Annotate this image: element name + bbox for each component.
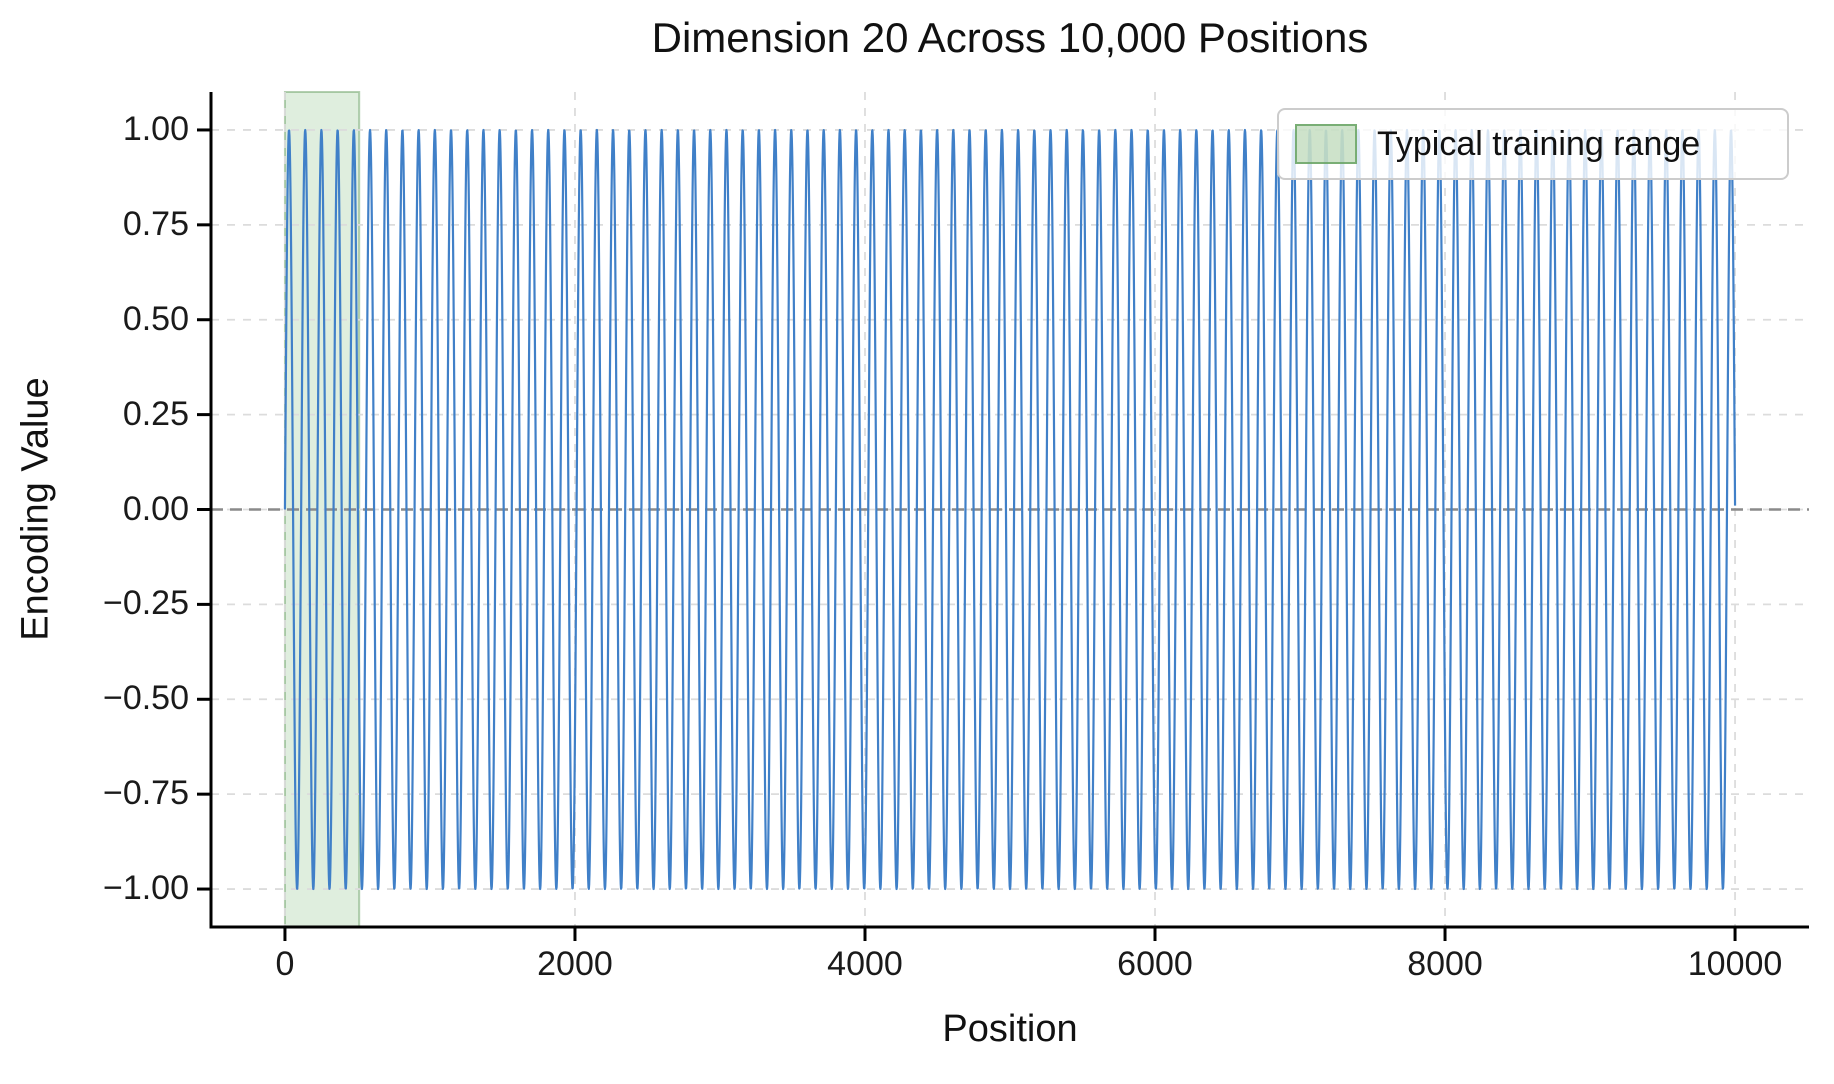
legend-swatch-icon [1295, 124, 1357, 164]
y-tick-label: −1.00 [102, 869, 189, 908]
x-tick-label: 10000 [1687, 945, 1783, 983]
y-tick-label: −0.25 [102, 584, 189, 623]
encoding-line [283, 128, 1737, 891]
x-tick-label: 2000 [537, 945, 613, 983]
y-tick-label: 0.50 [122, 299, 189, 338]
chart-title: Dimension 20 Across 10,000 Positions [651, 14, 1369, 61]
y-tick-label: −0.75 [102, 774, 189, 813]
y-tick-label: 1.00 [122, 109, 189, 148]
y-tick-label: 0.25 [122, 394, 189, 433]
x-tick-label: 4000 [827, 945, 903, 983]
y-tick-label: 0.75 [122, 204, 189, 243]
x-tick-label: 8000 [1407, 945, 1483, 983]
y-tick-label: 0.00 [122, 489, 189, 528]
legend: Typical training range [1277, 108, 1789, 180]
x-tick-label: 6000 [1117, 945, 1193, 983]
legend-label: Typical training range [1377, 124, 1701, 163]
x-tick-label: 0 [275, 945, 295, 983]
y-tick-label: −0.50 [102, 679, 189, 718]
x-axis-label: Position [942, 1008, 1078, 1050]
